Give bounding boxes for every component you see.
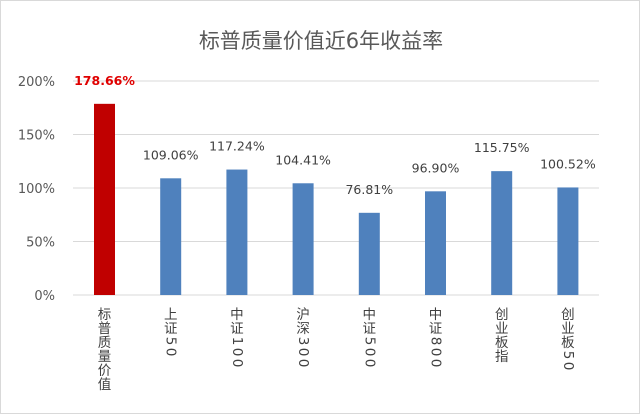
category-char: 0	[295, 359, 311, 368]
category-char: 板	[495, 335, 509, 351]
category-char: 价	[98, 363, 112, 379]
category-char: 质	[98, 335, 112, 351]
data-label: 109.06%	[143, 147, 199, 162]
category-char: 证	[230, 321, 244, 337]
data-label: 178.66%	[74, 73, 135, 88]
bars	[94, 103, 579, 295]
bar	[160, 178, 182, 295]
category-char: 0	[428, 359, 444, 368]
chart-title: 标普质量价值近6年收益率	[199, 29, 443, 53]
category-label: 上证5 0	[163, 307, 179, 356]
category-char: 指	[495, 349, 509, 365]
category-char: 0	[229, 348, 245, 357]
bar	[425, 191, 446, 295]
category-char: 中	[429, 307, 443, 323]
category-char: 板	[561, 335, 575, 351]
bar	[226, 169, 248, 295]
category-char: 值	[98, 377, 112, 393]
category-char: 0	[229, 359, 245, 368]
data-labels: 178.66% 109.06% 117.24% 104.41% 76.81% 96.90%…	[74, 73, 596, 197]
category-char: 创	[495, 307, 509, 323]
category-char: 业	[495, 321, 509, 337]
category-char: 0	[361, 348, 377, 357]
category-char: 中	[363, 307, 377, 323]
category-char: 8	[428, 337, 444, 346]
category-label: 标普质量价值	[98, 307, 112, 393]
category-char: 中	[230, 307, 244, 323]
y-tick-label: 50%	[26, 236, 55, 251]
category-char: 5	[560, 351, 576, 360]
category-char: 证	[363, 321, 377, 337]
gridlines	[73, 80, 599, 296]
data-label: 115.75%	[474, 140, 530, 155]
category-char: 1	[229, 337, 245, 346]
category-char: 业	[561, 321, 575, 337]
y-tick-label: 100%	[18, 182, 55, 197]
category-label: 中证1 0 0	[229, 307, 245, 367]
bar	[94, 103, 115, 295]
category-label: 中证8 0 0	[428, 307, 444, 367]
category-char: 0	[361, 359, 377, 368]
y-axis-ticks: 0% 50% 100% 150% 200%	[18, 75, 55, 304]
category-char: 上	[164, 307, 178, 323]
category-char: 0	[295, 348, 311, 357]
bar	[292, 183, 314, 295]
data-label: 76.81%	[345, 182, 393, 197]
category-char: 0	[560, 362, 576, 371]
category-char: 创	[561, 307, 575, 323]
data-label: 117.24%	[209, 139, 265, 154]
category-char: 证	[429, 321, 443, 337]
category-char: 标	[98, 307, 112, 323]
category-char: 普	[98, 321, 112, 337]
category-char: 5	[361, 337, 377, 346]
y-tick-label: 150%	[18, 129, 55, 144]
y-tick-label: 200%	[18, 75, 55, 90]
y-tick-label: 0%	[34, 289, 55, 304]
category-label: 中证5 0 0	[361, 307, 377, 367]
category-char: 5	[163, 337, 179, 346]
category-char: 3	[295, 337, 311, 346]
data-label: 100.52%	[540, 156, 596, 171]
category-char: 0	[163, 348, 179, 357]
category-char: 量	[98, 349, 112, 365]
category-label: 沪深3 0 0	[295, 307, 311, 367]
category-char: 沪	[296, 307, 310, 323]
bar	[358, 212, 380, 295]
category-char: 0	[428, 348, 444, 357]
bar	[557, 187, 579, 295]
bar	[491, 171, 513, 295]
data-label: 104.41%	[275, 152, 331, 167]
category-char: 深	[296, 321, 310, 337]
category-char: 证	[164, 321, 178, 337]
data-label: 96.90%	[412, 160, 460, 175]
